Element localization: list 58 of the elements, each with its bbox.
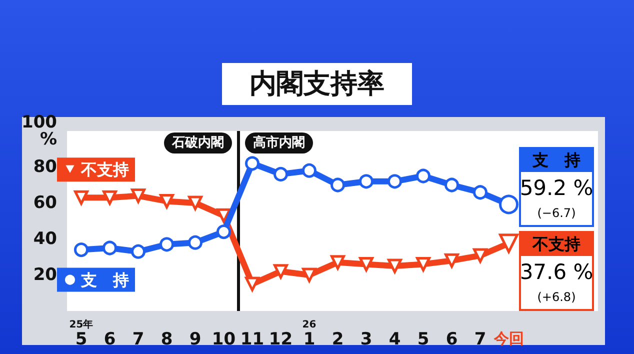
point xyxy=(274,264,288,279)
x-tick-label: 6 xyxy=(104,330,116,350)
point xyxy=(416,168,430,184)
point xyxy=(131,244,146,259)
annotation: 石破内閣 xyxy=(171,136,224,150)
point xyxy=(160,194,174,208)
point xyxy=(102,240,117,256)
y-tick-label: 100 % xyxy=(22,112,58,150)
x-tick-label: 5 xyxy=(417,330,430,350)
x-tick-label: 4 xyxy=(388,330,401,350)
point xyxy=(274,166,288,182)
y-tick-label: 80 xyxy=(33,157,58,177)
point xyxy=(74,190,88,205)
annotation: 支 持 59.2 % (−6.7) xyxy=(520,150,594,220)
point xyxy=(388,258,402,274)
point xyxy=(359,256,374,272)
point xyxy=(330,255,345,270)
point xyxy=(160,237,174,252)
x-tick-label: 7 xyxy=(474,330,486,350)
point xyxy=(245,156,260,171)
x-tick-label: 25年 5 xyxy=(69,318,94,350)
point xyxy=(473,248,488,263)
legend-label: 支 持 xyxy=(80,270,129,290)
x-tick-label: 2 xyxy=(332,330,344,350)
y-tick-label: 40 xyxy=(33,229,58,249)
point xyxy=(302,163,316,178)
point xyxy=(102,190,117,205)
point xyxy=(388,174,402,189)
point xyxy=(188,235,202,250)
point xyxy=(245,276,260,292)
y-tick-label: 60 xyxy=(33,193,58,213)
annotation: 高市内閣 xyxy=(253,134,305,150)
point xyxy=(74,242,88,258)
x-tick-label: 12 xyxy=(268,330,293,350)
point xyxy=(359,174,374,189)
x-tick-label: 11 xyxy=(240,330,264,350)
point xyxy=(416,256,430,272)
point xyxy=(444,253,459,268)
x-tick-label: 10 xyxy=(212,330,236,350)
point xyxy=(330,178,345,192)
series-label: 不支持 xyxy=(80,160,129,180)
annotation: 不支持 37.6 % (+6.8) xyxy=(520,234,594,304)
x-tick-label: 6 xyxy=(446,330,458,350)
point xyxy=(216,224,231,240)
x-tick-label: 26 1 xyxy=(302,320,316,350)
point xyxy=(216,208,231,223)
point xyxy=(444,178,459,192)
point xyxy=(131,188,146,204)
x-tick-label: 3 xyxy=(360,330,372,350)
point xyxy=(473,185,488,200)
x-tick-label: 今回 xyxy=(492,330,524,348)
y-tick-label: 20 xyxy=(33,265,58,285)
point xyxy=(302,268,316,282)
x-tick-label: 8 xyxy=(160,330,173,350)
x-tick-label: 7 xyxy=(132,330,144,350)
x-tick-label: 9 xyxy=(189,330,202,350)
point xyxy=(188,196,202,210)
chart-title: 内閣支持率 xyxy=(250,68,384,100)
